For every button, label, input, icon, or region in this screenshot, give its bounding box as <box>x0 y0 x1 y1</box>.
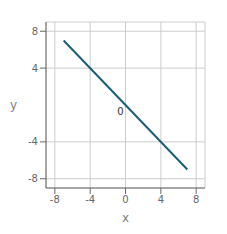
svg-text:8: 8 <box>32 26 38 37</box>
svg-text:4: 4 <box>158 194 164 205</box>
svg-text:y: y <box>10 98 17 112</box>
svg-text:4: 4 <box>32 63 38 74</box>
svg-text:0: 0 <box>117 106 123 117</box>
svg-text:-4: -4 <box>85 194 95 205</box>
svg-text:-8: -8 <box>28 173 38 184</box>
svg-text:-8: -8 <box>50 194 60 205</box>
svg-text:-4: -4 <box>28 136 38 147</box>
svg-text:8: 8 <box>193 194 199 205</box>
svg-text:0: 0 <box>122 194 128 205</box>
svg-text:x: x <box>122 211 129 225</box>
